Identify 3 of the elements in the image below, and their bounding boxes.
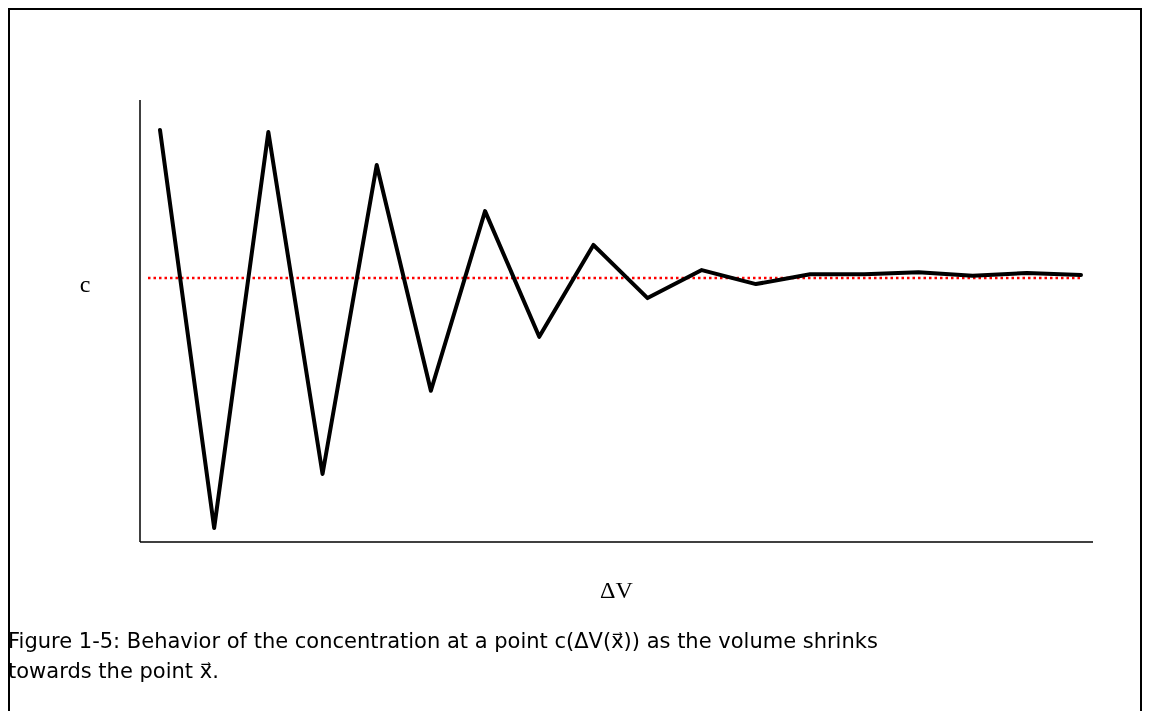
ref-line-label: c [79, 270, 91, 297]
caption: Figure 1-5: Behavior of the concentration at a point c(ΔV(x⃗)) as the volume shrinks towards the point x⃗. [8, 629, 878, 683]
x-axis-title: ΔV [600, 577, 634, 603]
